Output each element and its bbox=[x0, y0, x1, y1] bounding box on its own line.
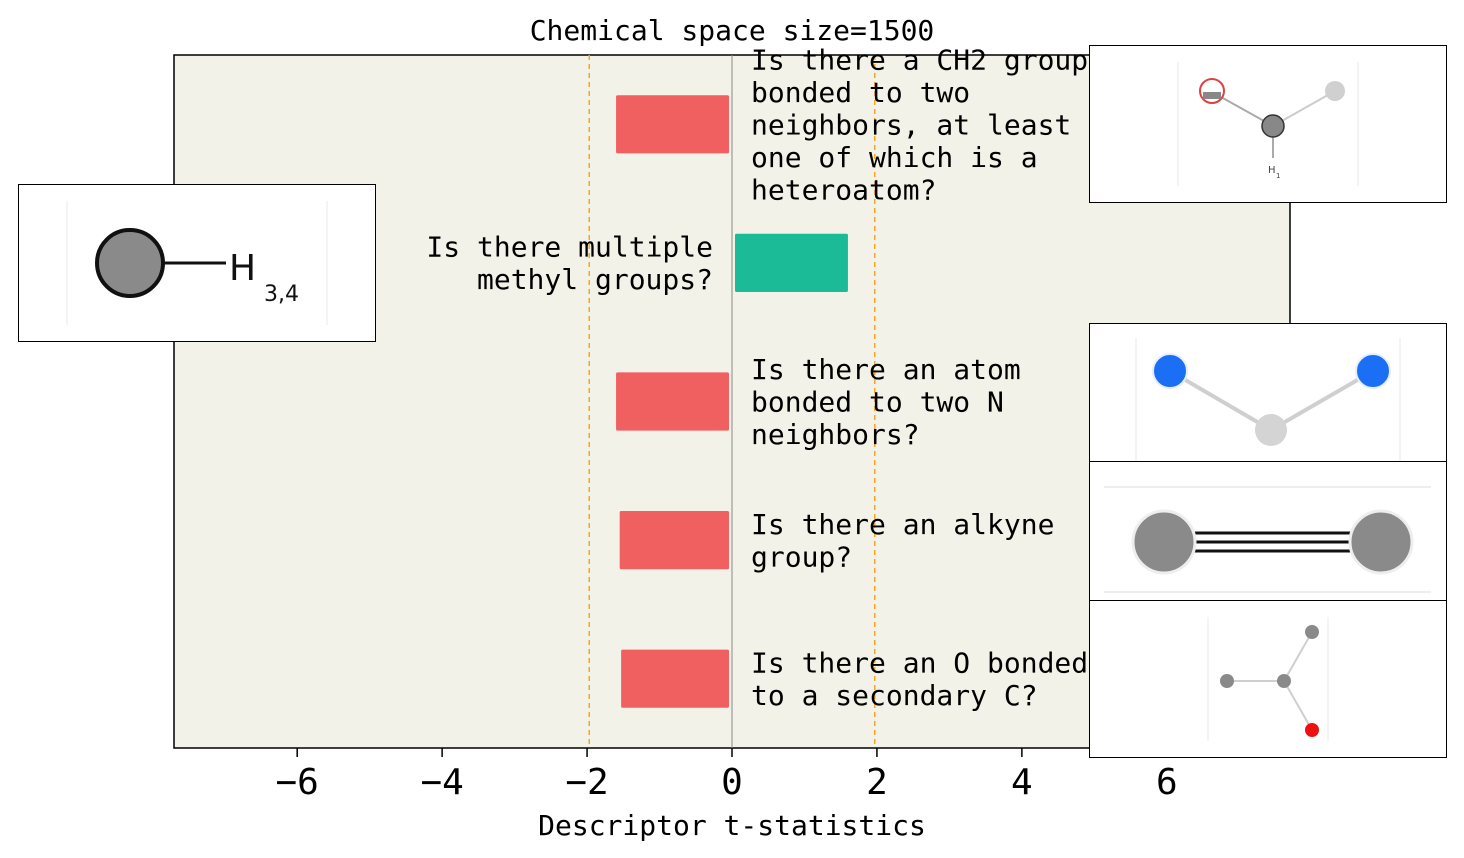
carbon-atom-icon bbox=[1220, 674, 1234, 688]
nitrogen-atom-icon bbox=[1152, 353, 1188, 389]
x-tick-label-6: 6 bbox=[1156, 762, 1178, 803]
hydrogen-label: H bbox=[229, 248, 256, 289]
bar-3 bbox=[619, 510, 729, 570]
carbon-atom-icon bbox=[1261, 114, 1285, 138]
carbon-atom-icon bbox=[95, 228, 165, 298]
x-tick-label-0: −6 bbox=[276, 762, 319, 803]
hydrogen-label: H bbox=[1268, 165, 1276, 176]
methyl-molecule-inset: H 3,4 bbox=[18, 184, 376, 342]
alkyne-molecule-inset bbox=[1089, 461, 1447, 602]
hydrogen-count-label: 1 bbox=[1276, 172, 1280, 180]
carbon-atom-icon bbox=[1305, 625, 1319, 639]
bar-label-4: Is there an O bonded to a secondary C? bbox=[751, 646, 1088, 712]
bar-0 bbox=[616, 95, 729, 154]
bar-label-0: Is there a CH2 group bonded to two neighbo… bbox=[751, 43, 1088, 206]
hydrogen-count-label: 3,4 bbox=[264, 282, 299, 307]
nitrogen-atom-icon bbox=[1355, 353, 1391, 389]
bar-1 bbox=[735, 233, 848, 293]
carbon-atom-icon bbox=[1131, 509, 1197, 575]
heteroatom-icon bbox=[1199, 78, 1225, 104]
x-axis-label: Descriptor t-statistics bbox=[538, 809, 926, 842]
carbon-atom-icon bbox=[1348, 509, 1414, 575]
x-axis-ticks: −6 −4 −2 0 2 4 6 bbox=[276, 748, 1178, 803]
ch2-molecule-inset: H 1 bbox=[1089, 45, 1447, 203]
bars bbox=[616, 95, 848, 708]
threshold-lines bbox=[588, 55, 876, 748]
x-tick-label-1: −4 bbox=[420, 762, 463, 803]
dinitrogen-molecule-inset bbox=[1089, 323, 1447, 463]
central-atom-icon bbox=[1255, 414, 1287, 446]
x-tick-label-2: −2 bbox=[565, 762, 608, 803]
bar-label-3: Is there an alkyne group? bbox=[751, 508, 1054, 574]
x-tick-label-5: 4 bbox=[1011, 762, 1033, 803]
bar-4 bbox=[621, 649, 729, 708]
x-tick-label-4: 2 bbox=[866, 762, 888, 803]
chart-title: Chemical space size=1500 bbox=[530, 14, 935, 47]
bar-label-1: Is there multiple methyl groups? bbox=[426, 231, 713, 297]
bar-labels: Is there a CH2 group bonded to two neighbo… bbox=[426, 43, 1088, 712]
oxygen-molecule-inset bbox=[1089, 600, 1447, 758]
x-tick-label-3: 0 bbox=[721, 762, 743, 803]
oxygen-atom-icon bbox=[1305, 723, 1319, 737]
secondary-carbon-icon bbox=[1277, 674, 1291, 688]
bar-2 bbox=[616, 372, 729, 431]
neighbor-atom-icon bbox=[1325, 81, 1345, 101]
